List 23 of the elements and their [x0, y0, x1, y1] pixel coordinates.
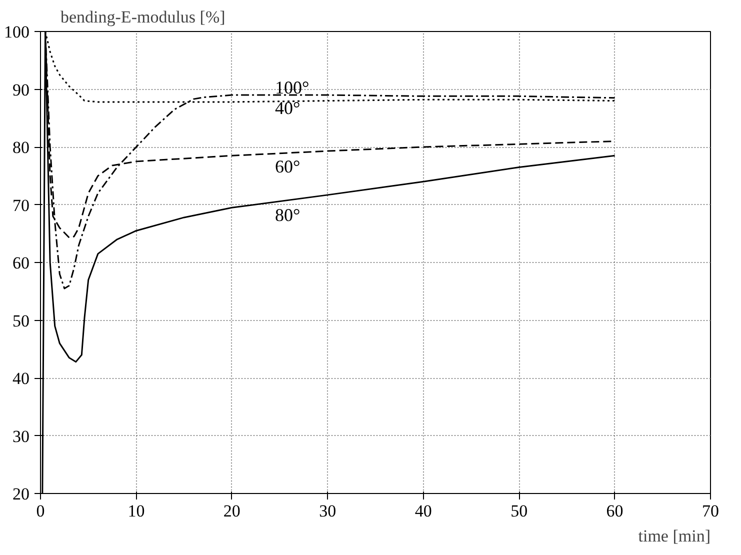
y-tick-label: 50: [12, 311, 30, 330]
series-label: 80°: [275, 204, 300, 225]
x-tick-label: 40: [414, 502, 432, 520]
y-tick-label: 40: [12, 369, 30, 388]
x-tick-label: 50: [510, 502, 528, 520]
y-tick-label: 100: [4, 22, 30, 42]
x-tick-label: 30: [319, 502, 336, 520]
y-tick-label: 60: [12, 254, 30, 272]
y-tick-label: 90: [12, 80, 30, 100]
series-label: 40°: [275, 98, 300, 118]
x-tick-label: 0: [36, 502, 45, 520]
x-tick-label: 70: [702, 502, 719, 520]
x-tick-label: 10: [128, 502, 145, 520]
y-tick-label: 70: [12, 196, 30, 215]
y-tick-label: 30: [12, 426, 30, 446]
y-tick-label: 80: [12, 138, 30, 157]
y-tick-label: 20: [12, 484, 30, 504]
x-tick-label: 20: [223, 502, 240, 520]
x-axis-title: time [min]: [638, 526, 710, 546]
series-label: 100°: [275, 77, 310, 98]
y-axis-title: bending-E-modulus [%]: [60, 8, 226, 26]
x-tick-label: 60: [606, 502, 624, 520]
series-label: 60°: [275, 156, 300, 177]
